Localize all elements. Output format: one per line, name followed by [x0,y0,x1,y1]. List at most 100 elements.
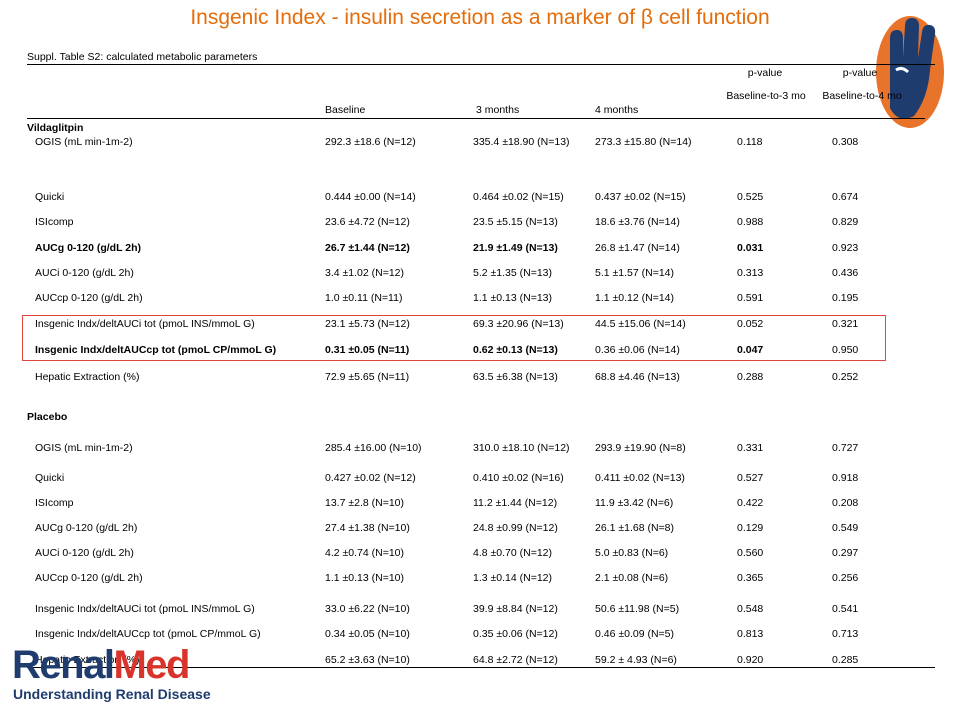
data-cell: 26.1 ±1.68 (N=8) [595,522,675,534]
data-cell: 0.727 [832,442,859,454]
data-cell: 0.436 [832,267,859,279]
data-cell: 11.2 ±1.44 (N=12) [473,497,558,509]
data-cell: 0.829 [832,216,859,228]
data-cell: 0.444 ±0.00 (N=14) [325,191,416,203]
data-cell: 0.548 [737,603,764,615]
data-cell: 0.34 ±0.05 (N=10) [325,628,410,640]
data-cell: 0.297 [832,547,859,559]
data-cell: 0.46 ±0.09 (N=5) [595,628,675,640]
data-cell: 23.5 ±5.15 (N=13) [473,216,558,228]
data-cell: 1.1 ±0.12 (N=14) [595,292,675,304]
row-label: OGIS (mL min-1m-2) [35,136,133,148]
data-cell: 72.9 ±5.65 (N=11) [325,371,410,383]
data-cell: 39.9 ±8.84 (N=12) [473,603,558,615]
data-cell: 5.1 ±1.57 (N=14) [595,267,675,279]
column-header: 4 months [595,104,639,116]
data-cell: 59.2 ± 4.93 (N=6) [595,654,677,666]
column-header: Baseline [325,104,366,116]
data-cell: 0.464 ±0.02 (N=15) [473,191,564,203]
data-cell: 24.8 ±0.99 (N=12) [473,522,558,534]
logo-part2: Med [113,643,190,687]
row-label: Insgenic Indx/deltAUCcp tot (pmoL CP/mmo… [35,628,261,640]
data-cell: 0.422 [737,497,764,509]
data-cell: 285.4 ±16.00 (N=10) [325,442,422,454]
table-caption: Suppl. Table S2: calculated metabolic pa… [27,51,258,63]
data-cell: 293.9 ±19.90 (N=8) [595,442,686,454]
pvalue-subheader: Baseline-to-4 mo [822,90,902,102]
hand-logo [876,16,944,128]
data-cell: 0.591 [737,292,764,304]
data-cell: 68.8 ±4.46 (N=13) [595,371,680,383]
section-label: Placebo [27,411,68,423]
data-cell: 0.437 ±0.02 (N=15) [595,191,686,203]
logo-wordmark: RenalMed [12,643,190,687]
data-cell: 23.1 ±5.73 (N=12) [325,318,410,330]
data-cell: 0.36 ±0.06 (N=14) [595,344,680,356]
data-cell: 18.6 ±3.76 (N=14) [595,216,680,228]
data-cell: 0.321 [832,318,859,330]
row-label: OGIS (mL min-1m-2) [35,442,133,454]
data-cell: 3.4 ±1.02 (N=12) [325,267,405,279]
data-cell: 50.6 ±11.98 (N=5) [595,603,680,615]
row-label: Quicki [35,472,65,484]
data-cell: 2.1 ±0.08 (N=6) [595,572,669,584]
data-cell: 0.411 ±0.02 (N=13) [595,472,685,484]
data-cell: 0.427 ±0.02 (N=12) [325,472,416,484]
row-label: ISIcomp [35,497,74,509]
column-header: 3 months [476,104,520,116]
data-cell: 0.560 [737,547,764,559]
header-rule [27,118,925,119]
pvalue-subheader: Baseline-to-3 mo [726,90,806,102]
data-cell: 310.0 ±18.10 (N=12) [473,442,570,454]
data-cell: 0.288 [737,371,764,383]
data-cell: 0.052 [737,318,764,330]
data-cell: 0.118 [737,136,763,148]
row-label: ISIcomp [35,216,74,228]
data-cell: 0.031 [737,242,764,254]
data-cell: 0.525 [737,191,764,203]
row-label: AUCi 0-120 (g/dL 2h) [35,547,134,559]
data-cell: 0.208 [832,497,859,509]
data-cell: 0.331 [737,442,764,454]
data-cell: 0.813 [737,628,764,640]
data-cell: 0.918 [832,472,859,484]
row-label: Hepatic Extraction (%) [35,371,140,383]
data-cell: 0.256 [832,572,859,584]
data-cell: 4.2 ±0.74 (N=10) [325,547,405,559]
data-cell: 44.5 ±15.06 (N=14) [595,318,686,330]
data-cell: 0.920 [737,654,764,666]
data-cell: 292.3 ±18.6 (N=12) [325,136,416,148]
data-cell: 0.713 [832,628,859,640]
highlight-box [22,315,886,361]
row-label: Insgenic Indx/deltAUCi tot (pmoL INS/mmo… [35,318,255,330]
data-cell: 0.923 [832,242,859,254]
data-cell: 273.3 ±15.80 (N=14) [595,136,692,148]
data-cell: 0.674 [832,191,859,203]
data-cell: 0.410 ±0.02 (N=16) [473,472,564,484]
data-cell: 4.8 ±0.70 (N=12) [473,547,553,559]
row-label: AUCg 0-120 (g/dL 2h) [35,242,141,254]
data-cell: 0.365 [737,572,764,584]
data-cell: 0.527 [737,472,764,484]
data-cell: 0.62 ±0.13 (N=13) [473,344,558,356]
data-cell: 0.195 [832,292,859,304]
logo-tagline: Understanding Renal Disease [13,686,211,702]
data-cell: 63.5 ±6.38 (N=13) [473,371,558,383]
slide-title: Insgenic Index - insulin secretion as a … [190,6,770,29]
data-cell: 1.1 ±0.13 (N=13) [473,292,553,304]
section-label: Vildaglitpin [27,122,84,134]
data-cell: 0.313 [737,267,764,279]
data-cell: 0.252 [832,371,859,383]
pvalue-header: p-value [842,67,878,79]
data-cell: 33.0 ±6.22 (N=10) [325,603,410,615]
data-cell: 335.4 ±18.90 (N=13) [473,136,570,148]
data-cell: 13.7 ±2.8 (N=10) [325,497,405,509]
data-cell: 26.8 ±1.47 (N=14) [595,242,680,254]
data-cell: 5.2 ±1.35 (N=13) [473,267,553,279]
logo-part1: Renal [12,643,115,687]
data-cell: 0.541 [832,603,859,615]
row-label: AUCi 0-120 (g/dL 2h) [35,267,134,279]
row-label: AUCg 0-120 (g/dL 2h) [35,522,138,534]
row-label: Hepatic Extraction (%) [35,654,140,666]
